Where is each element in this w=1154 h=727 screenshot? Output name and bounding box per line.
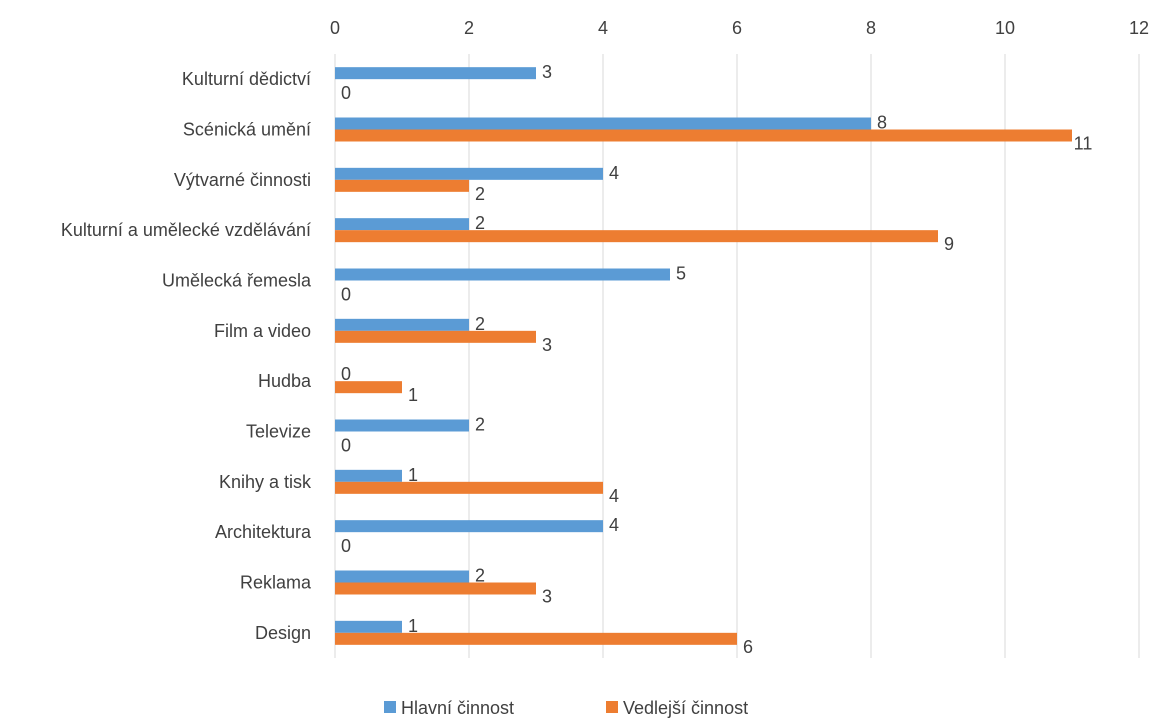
bars [335,67,1072,645]
data-label: 3 [542,335,552,355]
data-labels: 3 8 4 2 5 2 0 2 1 4 2 1 0 11 2 9 0 3 1 0 4 0 3 6 [341,62,1092,657]
bar-vedlejsi [335,179,469,192]
bar-vedlejsi [335,230,938,243]
data-label: 6 [743,637,753,657]
category-label: Architektura [215,522,312,542]
data-label: 2 [475,184,485,204]
bar-vedlejsi [335,381,402,394]
category-label: Design [255,623,311,643]
data-label: 5 [676,264,686,284]
bar-hlavni [335,469,402,482]
category-label: Výtvarné činnosti [174,170,311,190]
data-label: 9 [944,234,954,254]
category-label: Umělecká řemesla [162,271,312,291]
category-label: Kulturní dědictví [182,69,311,89]
data-label: 0 [341,285,351,305]
category-label: Scénická umění [183,120,311,140]
gridlines [334,54,1140,658]
bar-hlavni [335,268,670,281]
bar-hlavni [335,167,603,180]
bar-vedlejsi [335,582,536,595]
x-tick-label: 4 [598,18,608,38]
data-label: 2 [475,314,485,334]
bar-hlavni [335,318,469,331]
category-label: Hudba [258,371,312,391]
legend: Hlavní činnost Vedlejší činnost [384,698,748,718]
x-tick-label: 0 [330,18,340,38]
data-label: 0 [341,436,351,456]
data-label: 2 [475,415,485,435]
data-label: 4 [609,486,619,506]
bar-hlavni [335,520,603,533]
bar-hlavni [335,419,469,432]
category-label: Knihy a tisk [219,472,312,492]
data-label: 8 [877,113,887,133]
data-label: 3 [542,62,552,82]
bar-hlavni [335,117,871,130]
data-label: 2 [475,213,485,233]
data-label: 4 [609,163,619,183]
bar-vedlejsi [335,129,1072,142]
x-axis-ticks: 0 2 4 6 8 10 12 [330,18,1149,38]
category-label: Kulturní a umělecké vzdělávání [61,220,311,240]
bar-vedlejsi [335,330,536,343]
category-axis: Kulturní dědictví Scénická umění Výtvarné … [61,69,312,643]
bar-hlavni [335,570,469,583]
legend-swatch [384,701,396,713]
data-label: 2 [475,566,485,586]
bar-hlavni [335,620,402,633]
x-tick-label: 10 [995,18,1015,38]
data-label: 0 [341,364,351,384]
category-label: Film a video [214,321,311,341]
data-label: 1 [408,465,418,485]
data-label: 1 [408,616,418,636]
data-label: 11 [1074,134,1093,154]
bar-hlavni [335,67,536,80]
bar-vedlejsi [335,632,737,645]
data-label: 0 [341,536,351,556]
bar-hlavni [335,218,469,231]
x-tick-label: 8 [866,18,876,38]
category-label: Reklama [240,573,312,593]
x-tick-label: 6 [732,18,742,38]
legend-swatch [606,701,618,713]
legend-label: Vedlejší činnost [623,698,748,718]
data-label: 3 [542,587,552,607]
category-label: Televize [246,422,311,442]
x-tick-label: 12 [1129,18,1149,38]
legend-label: Hlavní činnost [401,698,514,718]
data-label: 1 [408,385,418,405]
bar-vedlejsi [335,481,603,494]
data-label: 0 [341,83,351,103]
data-label: 4 [609,515,619,535]
x-tick-label: 2 [464,18,474,38]
